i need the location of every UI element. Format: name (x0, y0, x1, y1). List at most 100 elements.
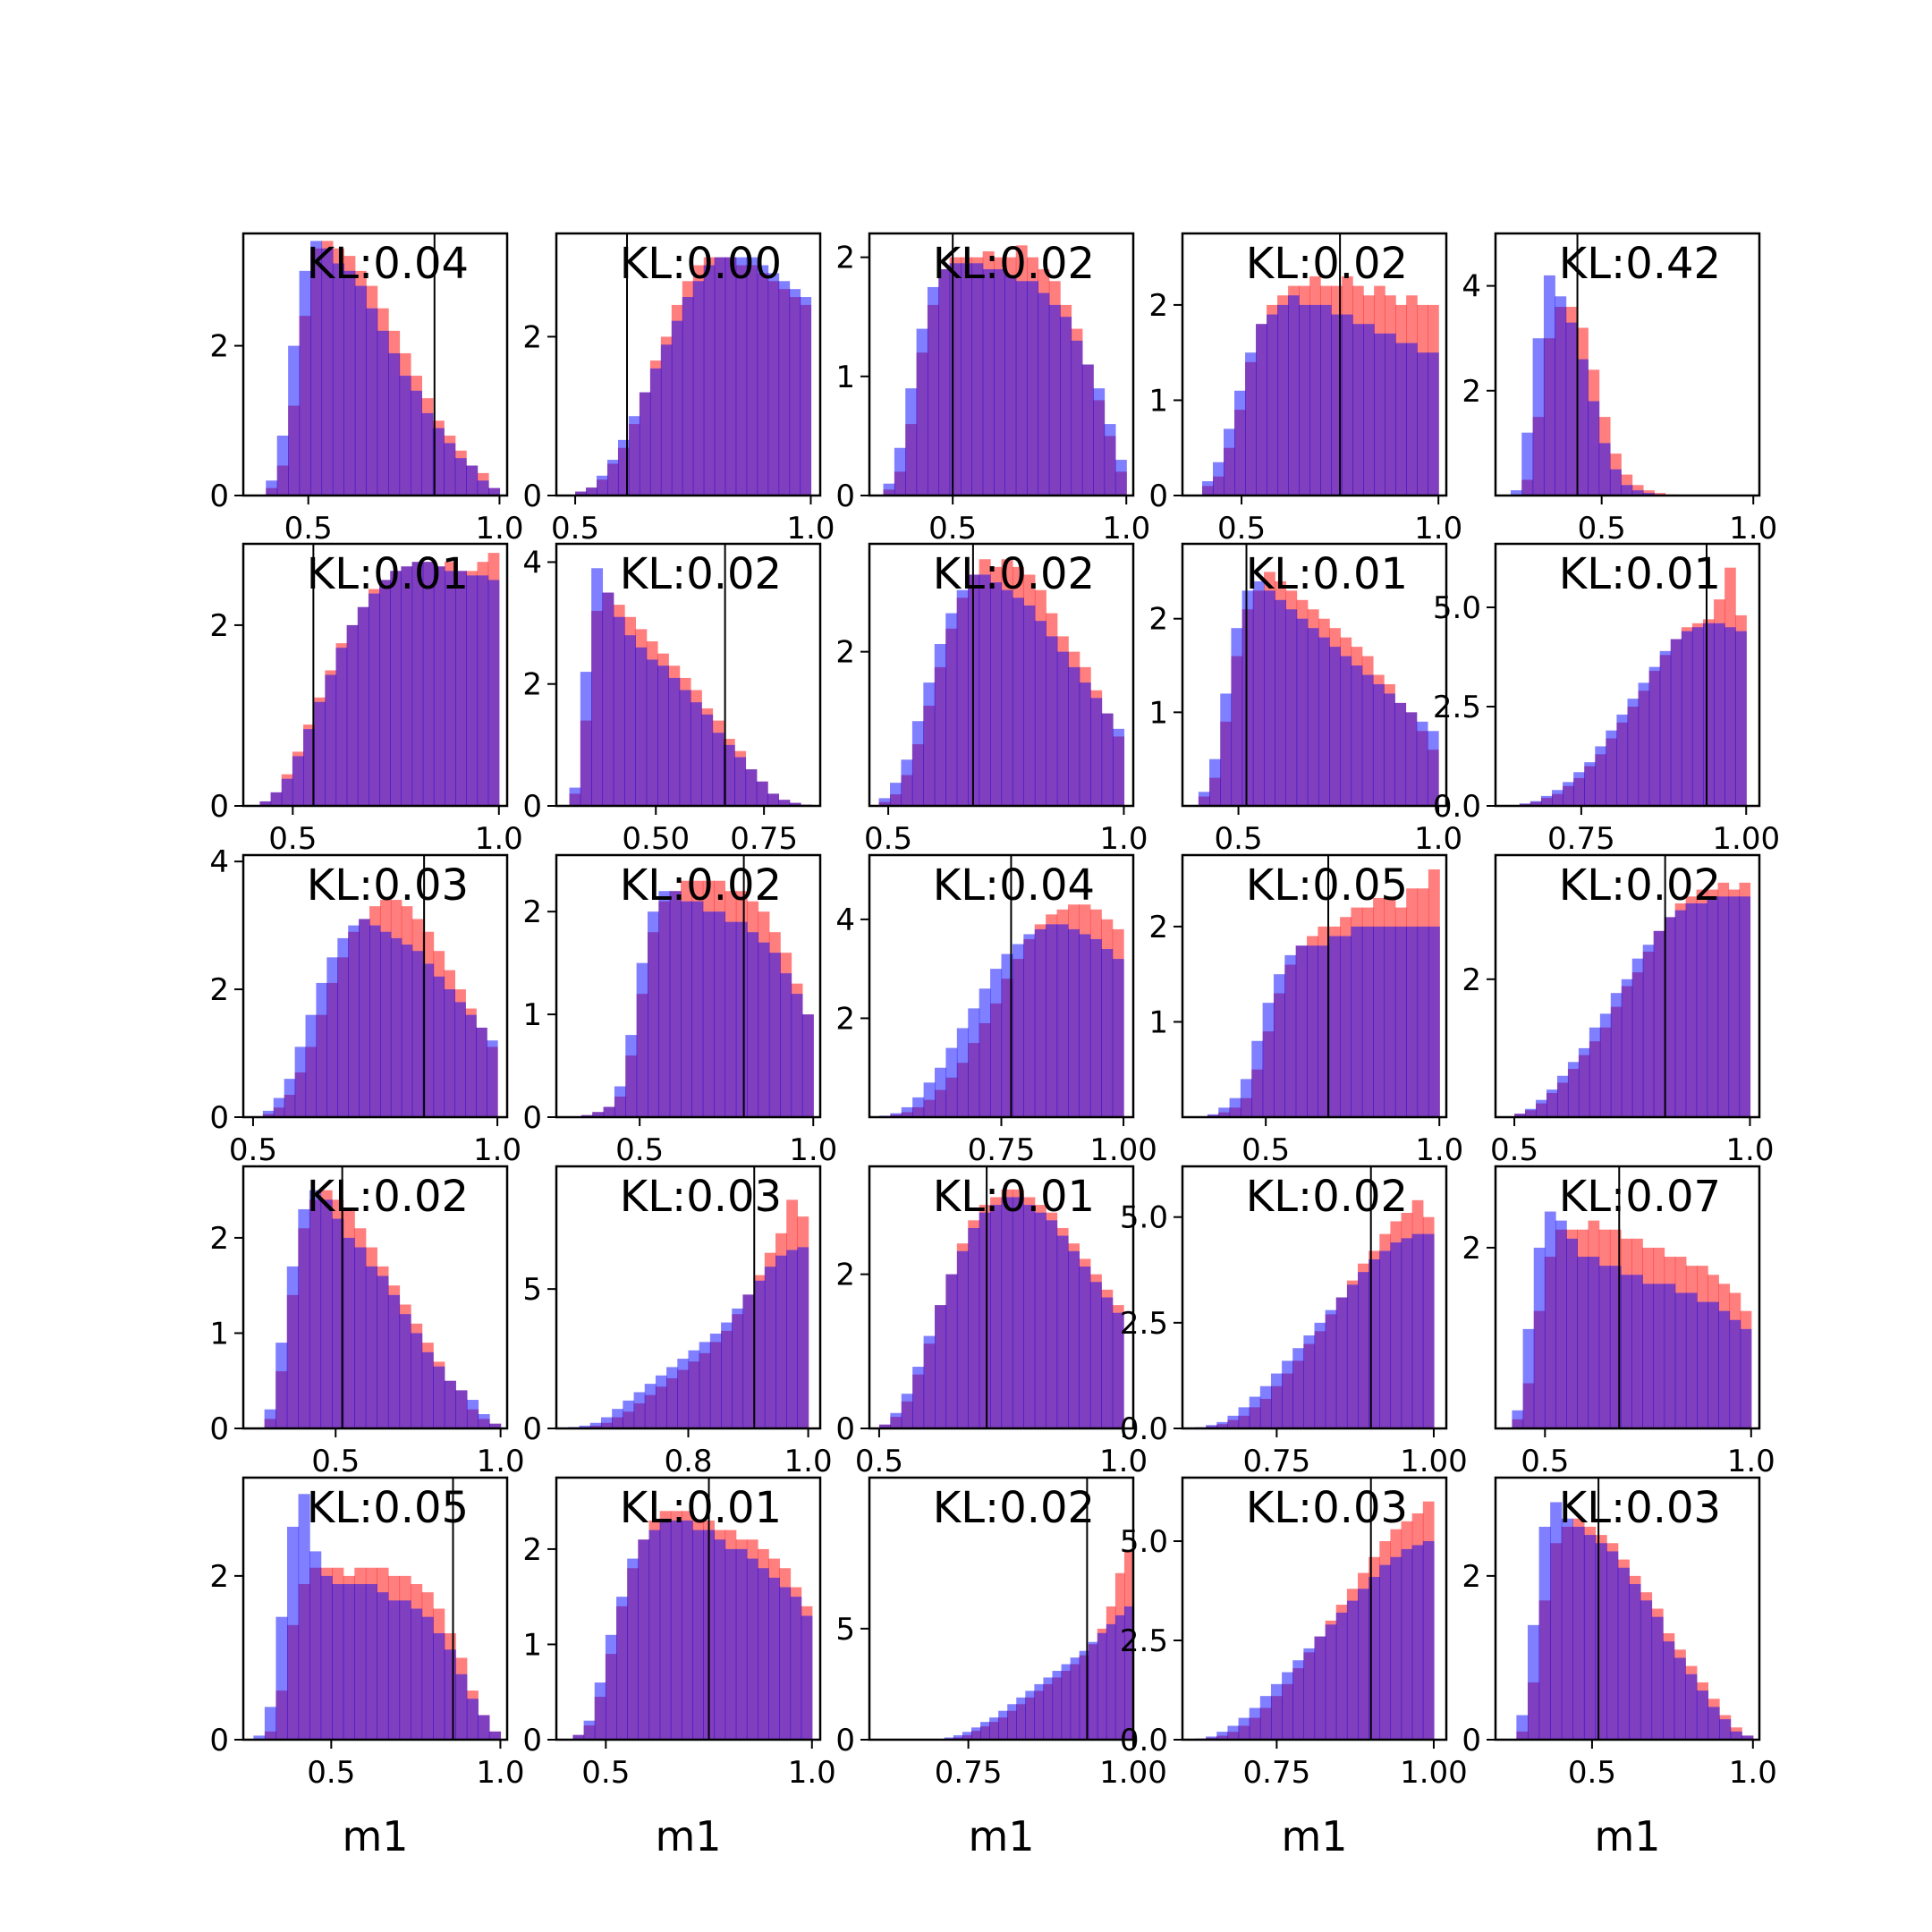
blue-histogram-bar (1112, 959, 1124, 1117)
blue-histogram-bar (1358, 1272, 1369, 1428)
blue-histogram-bar (1361, 674, 1374, 806)
blue-histogram-bar (971, 263, 984, 496)
blue-histogram-bar (1262, 1003, 1275, 1117)
blue-histogram-bar (1097, 1632, 1107, 1740)
blue-histogram-bar (1206, 1736, 1217, 1740)
blue-histogram-bar (1730, 1731, 1742, 1740)
blue-histogram-bar (1207, 1114, 1219, 1117)
y-tick-label: 0 (209, 1723, 229, 1758)
blue-histogram-bar (1296, 618, 1309, 806)
blue-histogram-bar (670, 1520, 682, 1740)
blue-histogram-bar (1034, 621, 1046, 806)
blue-histogram-bar (399, 1314, 411, 1428)
blue-histogram-bar (298, 1208, 310, 1428)
blue-histogram-bar (1573, 772, 1585, 806)
y-tick-label: 2 (209, 1559, 229, 1595)
blue-histogram-bar (1292, 1660, 1304, 1740)
panel-1-5: 0.5 1.0 2 4 KL:0.42 (1462, 232, 1777, 547)
blue-histogram-bar (1229, 1097, 1241, 1117)
blue-histogram-bar (390, 571, 402, 806)
blue-histogram-bar (465, 1014, 477, 1117)
blue-histogram-bar (789, 289, 801, 496)
blue-histogram-bar (979, 1212, 991, 1428)
kl-annotation: KL:0.01 (1559, 549, 1721, 599)
axes-frame (555, 232, 822, 497)
y-tick-label: 0 (835, 1411, 855, 1447)
blue-histogram-bar (1106, 1623, 1116, 1740)
blue-histogram-bar (1538, 1526, 1551, 1740)
kl-annotation: KL:0.02 (307, 1172, 469, 1222)
blue-histogram-bar (1627, 699, 1640, 806)
blue-histogram-bar (935, 1067, 947, 1117)
bars-group (1516, 1502, 1754, 1740)
blue-histogram-bar (1113, 728, 1125, 806)
blue-histogram-bar (1216, 1421, 1229, 1428)
blue-histogram-bar (1664, 917, 1676, 1117)
blue-histogram-bar (1674, 910, 1687, 1117)
x-tick-label: 0.5 (864, 821, 912, 857)
blue-histogram-bar (1216, 1732, 1229, 1740)
blue-histogram-bar (466, 1400, 479, 1428)
blue-histogram-bar (767, 273, 780, 496)
blue-histogram-bar (1707, 1301, 1719, 1428)
blue-histogram-bar (1659, 650, 1672, 806)
blue-histogram-bar (262, 1110, 275, 1117)
y-tick-label: 4 (209, 844, 229, 880)
y-tick-label: 0 (522, 789, 542, 825)
axes-frame (1494, 1476, 1761, 1741)
blue-histogram-bar (998, 1710, 1008, 1740)
bars-group (878, 559, 1125, 806)
blue-histogram-bar (628, 416, 640, 496)
blue-histogram-bar (1578, 1047, 1590, 1117)
blue-histogram-bar (901, 1394, 913, 1428)
blue-histogram-bar (990, 969, 1003, 1117)
blue-histogram-bar (923, 682, 936, 806)
kl-annotation: KL:0.01 (933, 1172, 1095, 1222)
panel-3-1: 0.5 1.0 0 2 4 KL:0.03 (209, 844, 521, 1168)
blue-histogram-bar (1707, 1707, 1720, 1740)
blue-histogram-bar (1606, 730, 1618, 806)
blue-histogram-bar (671, 320, 683, 496)
blue-histogram-bar (638, 1539, 650, 1740)
axes-frame (868, 542, 1135, 808)
bars-group (1207, 869, 1440, 1117)
blue-histogram-bar (1282, 1672, 1293, 1740)
blue-histogram-bar (614, 1086, 626, 1117)
blue-histogram-bar (1016, 1697, 1026, 1740)
blue-histogram-bar (298, 1494, 310, 1740)
blue-histogram-bar (945, 613, 958, 806)
x-tick-label: 0.5 (581, 1755, 630, 1791)
blue-histogram-bar (444, 443, 456, 496)
blue-histogram-bar (1079, 1650, 1089, 1740)
blue-histogram-bar (326, 957, 338, 1117)
x-tick-label: 0.5 (1215, 821, 1263, 857)
blue-histogram-bar (714, 911, 726, 1117)
blue-histogram-bar (477, 575, 489, 806)
x-tick-label: 0.8 (664, 1444, 712, 1479)
blue-histogram-bar (681, 1520, 693, 1740)
blue-histogram-bar (1401, 1548, 1413, 1740)
blue-histogram-bar (399, 1600, 411, 1740)
blue-histogram-bar (1046, 636, 1058, 806)
kl-annotation: KL:0.03 (1246, 1483, 1408, 1533)
kl-annotation: KL:0.03 (307, 860, 469, 911)
blue-histogram-bar (421, 1616, 434, 1740)
blue-histogram-bar (444, 989, 455, 1117)
blue-histogram-bar (1056, 924, 1069, 1117)
blue-histogram-bar (1384, 926, 1396, 1117)
blue-histogram-bar (945, 1047, 958, 1117)
blue-histogram-bar (365, 1584, 377, 1740)
blue-histogram-bar (1328, 936, 1341, 1117)
blue-histogram-bar (1702, 623, 1715, 806)
blue-histogram-bar (1104, 424, 1116, 496)
x-tick-label: 1.0 (475, 821, 523, 857)
axes-frame (242, 542, 509, 808)
blue-histogram-bar (797, 1247, 809, 1428)
x-tick-label: 1.0 (1727, 1444, 1775, 1479)
x-tick-label: 1.0 (1725, 1132, 1774, 1168)
panel-1-1: 0.5 1.0 0 2 KL:0.04 (209, 232, 523, 547)
blue-histogram-bar (982, 268, 995, 496)
blue-histogram-bar (1320, 304, 1332, 496)
blue-histogram-bar (989, 1717, 999, 1740)
blue-histogram-bar (1584, 762, 1596, 806)
